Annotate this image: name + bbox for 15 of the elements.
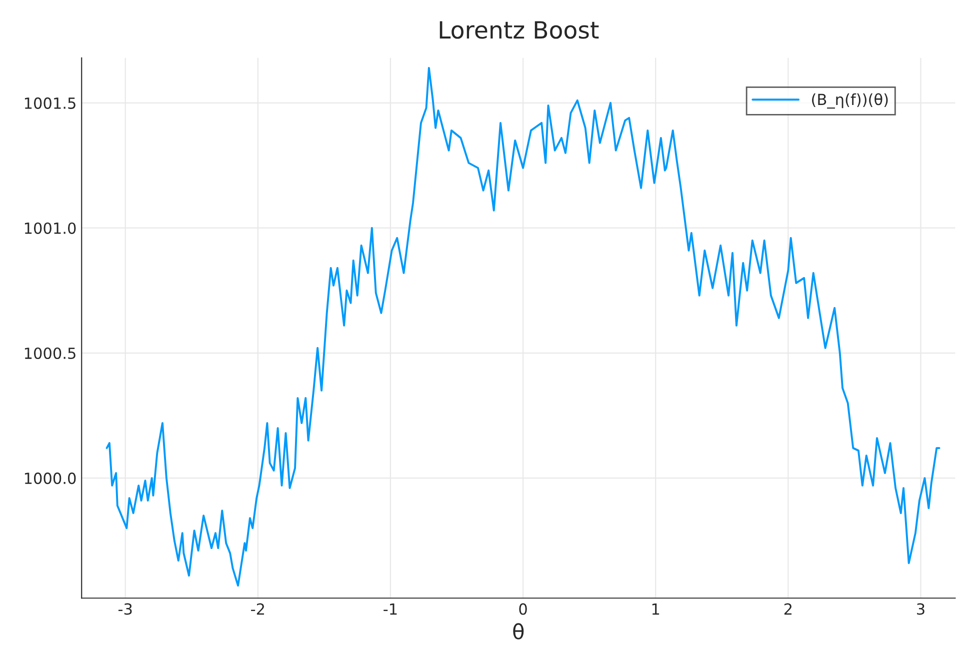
y-tick-label: 1000.0: [24, 472, 76, 484]
x-tick-label: 1: [652, 603, 660, 615]
legend-label: (B_η(f))(θ): [812, 93, 888, 109]
line-series: [106, 66, 940, 587]
x-tick-label: -3: [118, 603, 132, 615]
x-axis-title: θ: [513, 623, 524, 640]
x-tick-label: 2: [784, 603, 792, 615]
x-tick-label: -1: [384, 603, 397, 615]
x-tick-label: 3: [917, 603, 924, 615]
x-tick-label: -2: [251, 603, 264, 615]
y-tick-label: 1001.5: [24, 97, 76, 109]
y-tick-label: 1000.5: [24, 347, 76, 360]
x-tick-label: 0: [519, 603, 527, 615]
chart-title: Lorentz Boost: [440, 21, 599, 39]
y-tick-label: 1001.0: [24, 222, 76, 234]
